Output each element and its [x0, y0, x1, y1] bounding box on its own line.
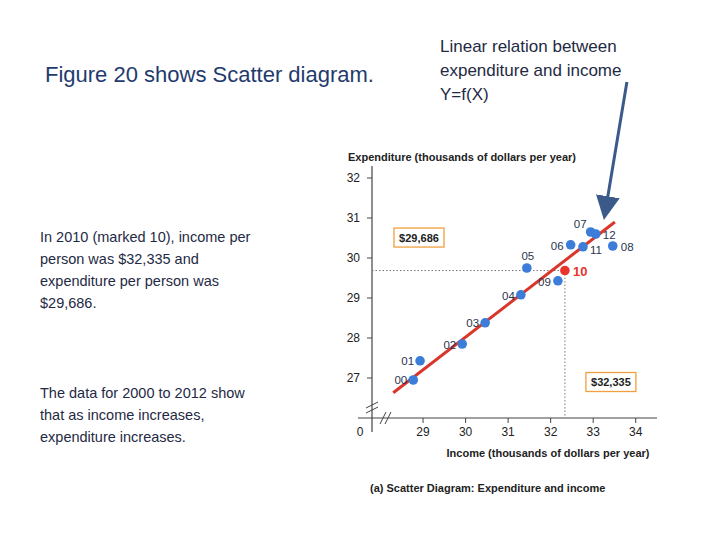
point — [578, 242, 588, 252]
point-label: 04 — [502, 290, 515, 302]
point-label: 08 — [621, 241, 634, 253]
y-tick — [367, 258, 372, 259]
point — [480, 318, 490, 328]
point-label: 12 — [603, 229, 616, 241]
y-tick-label: 28 — [347, 331, 361, 345]
annotation-label: $32,335 — [591, 376, 631, 388]
point — [415, 356, 425, 366]
y-tick-label: 27 — [347, 371, 361, 385]
paragraph-line: person was $32,335 and — [40, 251, 199, 267]
x-tick-label: 29 — [416, 425, 430, 439]
x-tick — [593, 418, 594, 423]
point — [457, 339, 467, 349]
note-line: Linear relation between — [440, 37, 617, 56]
x-tick — [423, 418, 424, 423]
y-tick-label: 32 — [347, 171, 361, 185]
x-axis — [358, 417, 657, 418]
point-label: 02 — [443, 339, 456, 351]
point-label: 10 — [573, 264, 587, 279]
guide-line — [372, 270, 565, 271]
y-tick — [367, 338, 372, 339]
x-tick — [465, 418, 466, 423]
point-label: 01 — [401, 355, 414, 367]
paragraph-line: $29,686. — [40, 295, 96, 311]
y-axis — [371, 166, 372, 432]
paragraph-line: The data for 2000 to 2012 show — [40, 385, 245, 401]
x-tick-label: 30 — [459, 425, 473, 439]
plot-area — [372, 222, 618, 418]
x-tick-label: 34 — [629, 425, 643, 439]
y-tick-label: 31 — [347, 211, 361, 225]
paragraph-line: expenditure per person was — [40, 273, 219, 289]
point — [566, 240, 576, 250]
x-tick-label: 33 — [587, 425, 601, 439]
point-label: 06 — [551, 240, 564, 252]
paragraph-line: In 2010 (marked 10), income per — [40, 229, 251, 245]
point — [553, 276, 563, 286]
point-label: 11 — [590, 244, 602, 256]
point — [408, 375, 418, 385]
y-tick-label: 29 — [347, 291, 361, 305]
x-tick-label: 32 — [544, 425, 558, 439]
point-label: 05 — [521, 250, 534, 262]
x-axis-label: Income (thousands of dollars per year) — [447, 447, 650, 459]
y-tick — [367, 378, 372, 379]
guide-line — [564, 271, 565, 418]
axis-break — [380, 412, 391, 424]
caption: (a) Scatter Diagram: Expenditure and inc… — [370, 482, 605, 494]
point-label: 09 — [538, 276, 551, 288]
note-line: Y=f(X) — [440, 85, 489, 104]
y-tick-label: 30 — [347, 251, 361, 265]
x-tick — [635, 418, 636, 423]
paragraph-line: that as income increases, — [40, 407, 204, 423]
point-label: 07 — [574, 218, 587, 230]
slide-title: Figure 20 shows Scatter diagram. — [45, 62, 374, 87]
point-label: 00 — [394, 374, 407, 386]
x-tick — [508, 418, 509, 423]
slide: Figure 20 shows Scatter diagram. Linear r… — [0, 0, 720, 540]
paragraph-line: expenditure increases. — [40, 429, 186, 445]
annotation-label: $29,686 — [399, 232, 439, 244]
annotation-box — [586, 373, 636, 392]
point — [591, 229, 601, 239]
point — [522, 263, 532, 273]
point — [516, 290, 526, 300]
y-tick — [367, 218, 372, 219]
annotation-box — [394, 228, 444, 247]
axis-break — [366, 402, 378, 413]
y-axis-label: Expenditure (thousands of dollars per ye… — [348, 151, 576, 163]
point — [560, 266, 570, 276]
note-line: expenditure and income — [440, 61, 621, 80]
point-label: 03 — [466, 317, 479, 329]
y-tick — [367, 178, 372, 179]
x-tick — [550, 418, 551, 423]
trend-line — [393, 222, 615, 393]
origin-label: 0 — [357, 425, 364, 439]
x-tick-label: 31 — [501, 425, 515, 439]
point — [608, 241, 618, 251]
y-tick — [367, 298, 372, 299]
pointer-arrow — [605, 82, 627, 214]
